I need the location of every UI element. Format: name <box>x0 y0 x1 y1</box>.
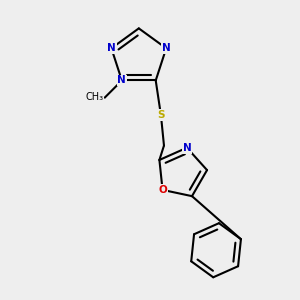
Text: CH₃: CH₃ <box>85 92 103 103</box>
Text: N: N <box>107 43 116 53</box>
Text: N: N <box>182 143 191 153</box>
Text: O: O <box>158 185 167 195</box>
Text: N: N <box>118 76 126 85</box>
Text: S: S <box>157 110 165 120</box>
Text: N: N <box>162 43 171 53</box>
